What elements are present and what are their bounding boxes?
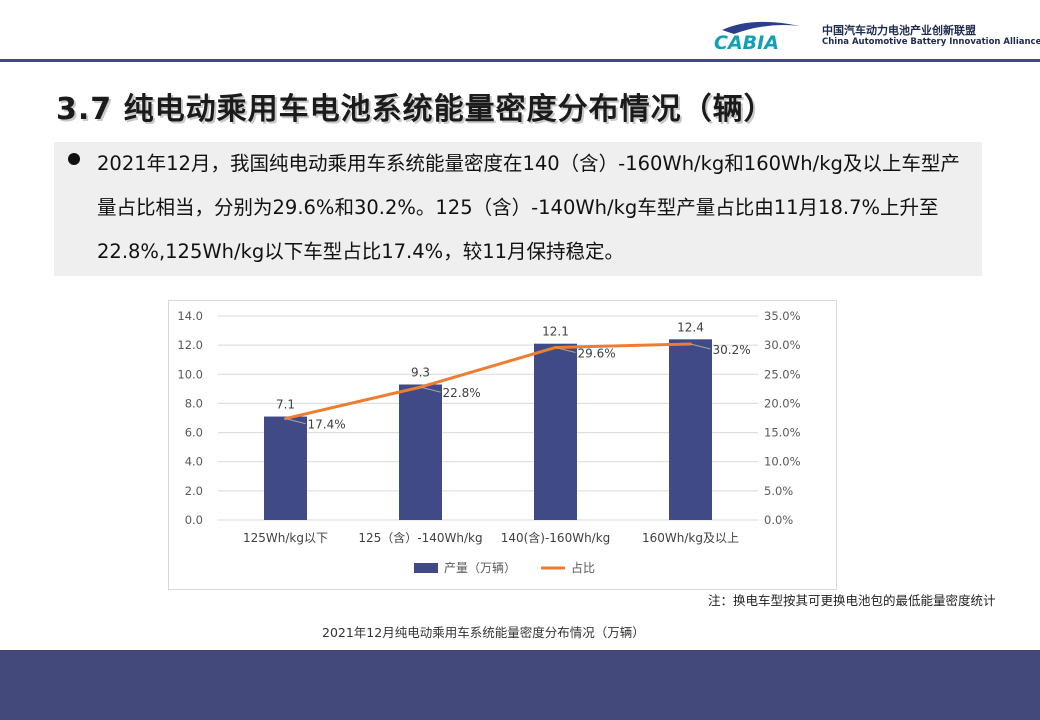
y-left-tick-label: 0.0: [185, 513, 203, 527]
bullet-icon: [68, 153, 80, 165]
y-left-tick-label: 12.0: [177, 338, 203, 352]
line-data-label: 29.6%: [578, 346, 616, 360]
cabia-logo: CABIA 中国汽车动力电池产业创新联盟 China Automotive Ba…: [712, 18, 1040, 54]
y-right-tick-label: 25.0%: [764, 367, 801, 381]
y-right-tick-label: 35.0%: [764, 309, 801, 323]
header-divider: [0, 59, 1040, 62]
data-label-leader: [555, 346, 576, 353]
x-tick-label: 140(含)-160Wh/kg: [501, 530, 611, 545]
x-tick-label: 125Wh/kg以下: [243, 531, 328, 545]
chart-note: 注：换电车型按其可更换电池包的最低能量密度统计: [708, 593, 996, 608]
y-left-tick-label: 14.0: [177, 309, 203, 323]
page-title: 3.7 纯电动乘用车电池系统能量密度分布情况（辆）: [56, 92, 775, 127]
org-name-cn: 中国汽车动力电池产业创新联盟: [822, 24, 976, 37]
chart: 0.0 2.0 4.0 6.0 8.0 10.0 12.0 14.0 0.0% 5.0% 10.0%…: [177, 309, 801, 575]
y-left-tick-label: 6.0: [185, 426, 203, 440]
line-data-label: 30.2%: [713, 343, 751, 357]
bar-data-label: 7.1: [276, 398, 295, 412]
y-right-tick-label: 20.0%: [764, 396, 801, 410]
series-line: [284, 342, 692, 421]
y-right-tick-label: 5.0%: [764, 484, 793, 498]
y-right-tick-label: 10.0%: [764, 455, 801, 469]
line-data-label: 17.4%: [308, 418, 346, 432]
data-label-leader: [690, 343, 711, 350]
x-tick-label: 160Wh/kg及以上: [642, 531, 739, 545]
bar: [399, 384, 442, 520]
bar: [669, 339, 712, 520]
bar: [534, 343, 577, 520]
bar-data-label: 9.3: [411, 365, 430, 379]
bar: [264, 416, 307, 520]
y-right-tick-label: 15.0%: [764, 426, 801, 440]
org-name-en: China Automotive Battery Innovation Alli…: [822, 37, 1040, 47]
y-left-tick-label: 2.0: [185, 484, 203, 498]
data-label-leader: [285, 418, 306, 425]
summary-text: 2021年12月，我国纯电动乘用车系统能量密度在140（含）-160Wh/kg和…: [97, 152, 960, 263]
x-tick-label: 125（含）-140Wh/kg: [358, 530, 482, 545]
y-left-tick-label: 10.0: [177, 367, 203, 381]
chart-caption: 2021年12月纯电动乘用车系统能量密度分布情况（万辆）: [322, 625, 645, 640]
y-left-tick-label: 8.0: [185, 396, 203, 410]
y-right-tick-label: 30.0%: [764, 338, 801, 352]
y-left-tick-label: 4.0: [185, 455, 203, 469]
bar-data-label: 12.1: [542, 325, 569, 339]
summary-box: [54, 142, 982, 276]
legend-label-line: 占比: [571, 560, 595, 575]
logo-swoosh-icon: CABIA: [714, 21, 800, 52]
legend-label-bar: 产量（万辆）: [444, 561, 516, 575]
bar-data-label: 12.4: [677, 320, 704, 334]
legend-swatch-bar: [414, 563, 438, 573]
line-data-label: 22.8%: [443, 386, 481, 400]
y-right-tick-label: 0.0%: [764, 513, 793, 527]
data-label-leader: [420, 386, 441, 393]
footer-band: [0, 650, 1040, 720]
logo-wordmark: CABIA: [714, 32, 779, 52]
